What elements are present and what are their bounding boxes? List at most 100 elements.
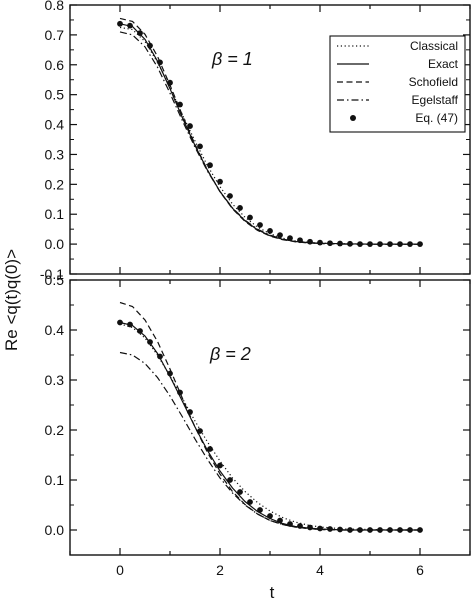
y-tick-label: 0.7 [45,27,65,43]
series-point-eq-47 [357,527,363,533]
series-point-eq-47 [397,527,403,533]
y-tick-label: -0.1 [40,266,64,282]
legend: Classical Exact Schofield Egelstaff Eq. (47) [329,35,466,133]
series-point-eq-47 [357,241,363,248]
series-point-eq-47 [187,409,193,415]
series-point-eq-47 [337,526,343,533]
series-point-eq-47 [267,228,273,234]
panel-beta-2-series [117,301,423,533]
series-line-schofield [119,17,420,245]
series-point-eq-47 [127,321,133,328]
series-point-eq-47 [347,240,353,247]
series-point-eq-47 [347,527,353,533]
series-point-eq-47 [217,462,223,469]
panel-beta-1: -0.1 0.0 0.1 0.2 0.3 0.4 0.5 0.6 0.7 0.8 β = 1 Cl… [40,0,471,282]
y-tick-label: 0.3 [45,372,65,388]
series-point-eq-47 [367,527,373,533]
series-point-eq-47 [137,328,143,334]
series-point-eq-47 [147,42,153,49]
series-point-eq-47 [377,241,383,248]
series-point-eq-47 [277,517,283,524]
y-tick-label: 0.8 [45,0,65,13]
series-point-eq-47 [257,222,263,228]
series-point-eq-47 [317,239,323,246]
legend-label-exact: Exact [428,57,459,71]
series-point-eq-47 [127,22,133,29]
series-point-eq-47 [177,389,183,396]
series-line-egelstaff [119,31,420,245]
panel-beta-1-ticks: -0.1 0.0 0.1 0.2 0.3 0.4 0.5 0.6 0.7 0.8 [40,0,471,282]
legend-label-eq-47: Eq. (47) [415,111,458,125]
series-point-eq-47 [277,232,283,239]
series-point-eq-47 [137,30,143,36]
series-point-eq-47 [197,143,203,150]
legend-label-schofield: Schofield [409,75,458,89]
panel-beta-2-frame [69,279,471,556]
y-tick-label: 0.6 [45,57,65,73]
series-point-eq-47 [157,353,163,360]
series-point-eq-47 [297,523,303,529]
series-point-eq-47 [227,477,233,483]
panel-beta-1-annotation: β = 1 [211,49,253,69]
y-tick-label: 0.1 [45,206,65,222]
panel-beta-1-series [117,17,423,248]
series-point-eq-47 [327,526,333,532]
series-point-eq-47 [377,527,383,533]
series-point-eq-47 [207,446,213,452]
y-tick-label: 0.2 [45,422,65,438]
series-point-eq-47 [307,524,313,531]
series-point-eq-47 [387,241,393,248]
series-point-eq-47 [407,527,413,533]
series-point-eq-47 [417,527,423,533]
panel-beta-2-ticks: 0.0 0.1 0.2 0.3 0.4 0.5 0 2 4 6 [45,272,471,578]
series-point-eq-47 [397,241,403,248]
series-line-egelstaff [119,351,420,531]
y-tick-label: 0.0 [45,236,65,252]
y-tick-label: 0.1 [45,472,65,488]
x-tick-label: 4 [316,562,324,578]
series-point-eq-47 [267,513,273,519]
series-point-eq-47 [187,123,193,129]
series-point-eq-47 [327,240,333,247]
series-point-eq-47 [207,162,213,169]
series-point-eq-47 [197,428,203,434]
series-point-eq-47 [317,525,323,532]
panel-beta-2-annotation: β = 2 [209,344,251,364]
series-point-eq-47 [337,240,343,247]
series-point-eq-47 [417,241,423,248]
series-point-eq-47 [227,193,233,199]
y-tick-label: 0.3 [45,146,65,162]
y-tick-label: 0.5 [45,272,65,288]
series-line-classical [119,323,420,531]
x-tick-label: 2 [216,562,224,578]
series-point-eq-47 [237,489,243,495]
y-tick-label: 0.4 [45,117,65,133]
series-point-eq-47 [387,527,393,533]
series-point-eq-47 [117,319,123,326]
series-point-eq-47 [157,59,163,66]
x-axis-title: t [270,583,275,602]
y-tick-label: 0.5 [45,87,65,103]
series-line-exact [119,23,420,245]
y-tick-label: 0.4 [45,322,65,338]
series-point-eq-47 [407,241,413,248]
series-point-eq-47 [167,79,173,86]
series-point-eq-47 [287,521,293,527]
x-tick-label: 6 [416,562,424,578]
y-tick-label: 0.2 [45,176,65,192]
legend-marker-eq-47 [350,115,356,121]
series-line-exact [119,321,420,531]
series-point-eq-47 [167,370,173,377]
series-point-eq-47 [257,507,263,513]
series-point-eq-47 [307,238,313,245]
series-point-eq-47 [147,339,153,345]
series-point-eq-47 [247,499,253,505]
series-point-eq-47 [217,178,223,185]
legend-label-egelstaff: Egelstaff [412,93,459,107]
x-tick-label: 0 [116,562,124,578]
series-point-eq-47 [247,214,253,221]
series-point-eq-47 [367,241,373,248]
series-point-eq-47 [177,101,183,108]
series-point-eq-47 [237,205,243,211]
